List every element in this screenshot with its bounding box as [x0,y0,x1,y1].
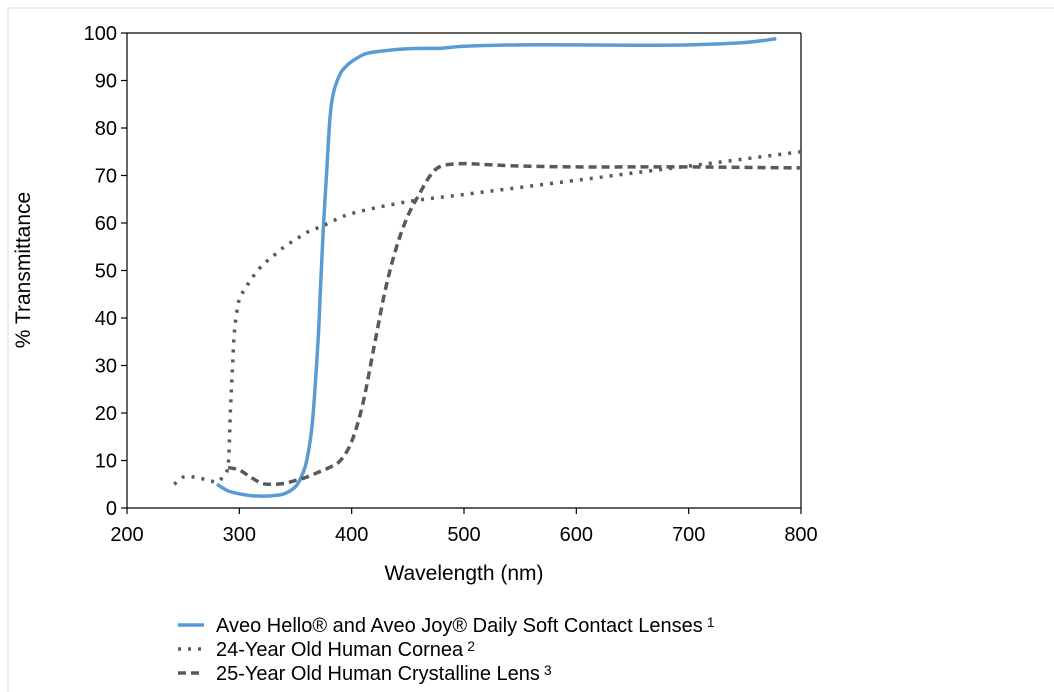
legend-label: 24-Year Old Human Cornea [216,639,464,661]
x-tick-label: 700 [672,524,705,546]
legend-label: Aveo Hello® and Aveo Joy® Daily Soft Con… [216,615,703,637]
y-tick-label: 50 [95,261,117,283]
x-tick-label: 200 [110,524,143,546]
legend-label: 25-Year Old Human Crystalline Lens [216,663,540,685]
y-tick-label: 30 [95,356,117,378]
x-tick-label: 800 [784,524,817,546]
plot-area [126,32,802,509]
series-lines [173,36,802,498]
legend-entry-2: 24-Year Old Human Cornea 2 [216,638,475,661]
x-tick-labels: 200 300 400 500 600 700 800 [110,508,818,546]
y-tick-labels: 0 10 20 30 40 50 60 70 80 90 100 [84,23,127,520]
legend-footnote: 2 [467,638,475,654]
y-axis-title: % Transmittance [12,192,35,348]
y-tick-label: 40 [95,308,117,330]
y-tick-label: 60 [95,213,117,235]
y-tick-label: 20 [95,403,117,425]
series-line-1 [215,36,777,498]
legend-footnote: 3 [544,662,552,678]
legend-entry-3: 25-Year Old Human Crystalline Lens 3 [216,662,552,685]
x-tick-label: 600 [560,524,593,546]
legend: Aveo Hello® and Aveo Joy® Daily Soft Con… [178,614,715,685]
y-tick-label: 0 [106,498,117,520]
x-tick-label: 500 [447,524,480,546]
y-tick-label: 70 [95,166,117,188]
y-tick-label: 10 [95,451,117,473]
x-tick-label: 400 [335,524,368,546]
y-tick-label: 90 [95,71,117,93]
legend-entry-1: Aveo Hello® and Aveo Joy® Daily Soft Con… [216,614,715,637]
series-line-3 [227,161,802,487]
y-tick-label: 80 [95,118,117,140]
y-tick-label: 100 [84,23,117,45]
x-tick-label: 300 [223,524,256,546]
x-axis-title: Wavelength (nm) [384,562,543,585]
legend-footnote: 1 [707,614,715,630]
series-line-2 [173,150,802,486]
